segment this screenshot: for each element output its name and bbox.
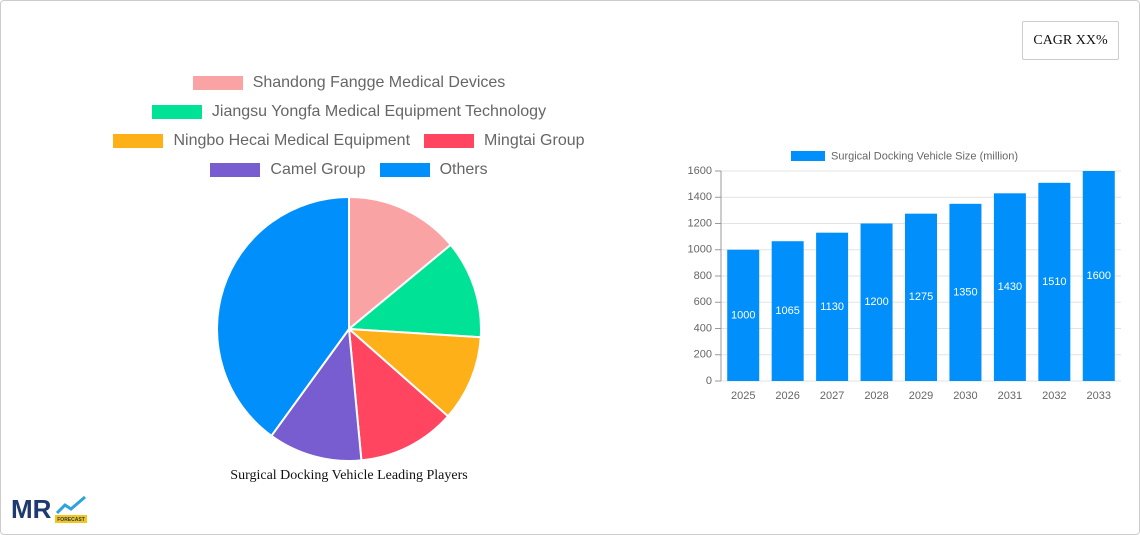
bar-value-label: 1130 [820, 301, 844, 313]
y-tick-label: 800 [694, 270, 712, 282]
x-tick-label: 2033 [1087, 390, 1111, 402]
pie-slice [270, 326, 363, 462]
legend-item: Mingtai Group [424, 131, 585, 151]
pie-slice [216, 195, 350, 438]
pie-slice [346, 243, 482, 339]
cagr-box: CAGR XX% [1022, 21, 1119, 60]
bar [1038, 182, 1071, 381]
legend-swatch [210, 163, 261, 177]
legend-label: Others [439, 161, 488, 178]
bar-value-label: 1350 [953, 286, 977, 298]
legend-item: Ningbo Hecai Medical Equipment [113, 131, 410, 151]
y-tick-label: 1400 [688, 191, 712, 203]
legend-item: Jiangsu Yongfa Medical Equipment Technol… [151, 102, 547, 122]
bar [727, 249, 760, 381]
logo-subtext: FORECAST [57, 517, 85, 523]
bar-value-label: 1000 [731, 309, 755, 321]
pie-title: Surgical Docking Vehicle Leading Players [230, 468, 467, 483]
legend-label: Shandong Fangge Medical Devices [252, 74, 506, 91]
legend-label: Ningbo Hecai Medical Equipment [173, 132, 411, 149]
legend-swatch [192, 76, 243, 90]
bar [993, 193, 1026, 381]
bar-value-label: 1600 [1087, 270, 1111, 282]
bar [949, 203, 982, 381]
legend-item: Others [379, 160, 488, 180]
logo-badge [55, 515, 87, 523]
y-tick-label: 0 [706, 375, 712, 387]
pie-slice [348, 195, 453, 332]
y-tick-label: 200 [694, 349, 712, 361]
x-tick-label: 2025 [731, 390, 755, 402]
bar-value-label: 1065 [775, 305, 799, 317]
legend-item: Camel Group [210, 160, 366, 180]
logo: MR [11, 494, 52, 524]
bar-value-label: 1430 [998, 281, 1022, 293]
legend-label: Camel Group [270, 161, 366, 178]
bar [771, 241, 804, 381]
bar [905, 213, 937, 381]
x-tick-label: 2030 [953, 390, 977, 402]
logo-arrow [55, 495, 86, 515]
x-tick-label: 2027 [820, 390, 844, 402]
y-tick-label: 1000 [688, 244, 712, 256]
legend-swatch [379, 163, 430, 177]
pie-slice [347, 326, 450, 462]
bar [860, 223, 893, 381]
legend-item: Shandong Fangge Medical Devices [192, 73, 506, 93]
bar-value-label: 1275 [909, 291, 933, 303]
y-tick-label: 600 [694, 296, 712, 308]
legend-swatch [791, 151, 825, 161]
x-tick-label: 2029 [909, 390, 933, 402]
bar [1082, 171, 1115, 381]
bar [816, 232, 849, 381]
y-tick-label: 1600 [688, 165, 712, 177]
legend-label: Surgical Docking Vehicle Size (million) [831, 150, 1018, 162]
bar-value-label: 1510 [1042, 276, 1066, 288]
legend-swatch [113, 134, 164, 148]
legend-label: Jiangsu Yongfa Medical Equipment Technol… [211, 103, 547, 120]
legend-swatch [151, 105, 202, 119]
x-tick-label: 2032 [1042, 390, 1066, 402]
x-tick-label: 2026 [775, 390, 799, 402]
pie-slice [346, 327, 482, 418]
legend-label: Mingtai Group [484, 132, 585, 149]
x-tick-label: 2031 [998, 390, 1022, 402]
y-tick-label: 400 [694, 322, 712, 334]
y-tick-label: 1200 [688, 217, 712, 229]
legend-swatch [424, 134, 475, 148]
x-tick-label: 2028 [864, 390, 888, 402]
pie-legend: Shandong Fangge Medical Devices Jiangsu Y… [89, 73, 609, 180]
bar-value-label: 1200 [864, 296, 888, 308]
